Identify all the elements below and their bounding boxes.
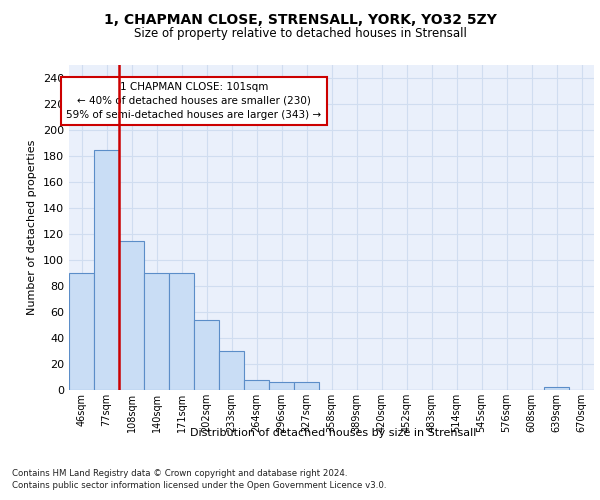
Bar (294, 382, 319, 390)
Text: Size of property relative to detached houses in Strensall: Size of property relative to detached ho… (134, 28, 466, 40)
Bar (194, 320, 219, 390)
Bar (269, 382, 294, 390)
Bar (94, 150, 119, 390)
Text: 1 CHAPMAN CLOSE: 101sqm
← 40% of detached houses are smaller (230)
59% of semi-d: 1 CHAPMAN CLOSE: 101sqm ← 40% of detache… (67, 82, 322, 120)
Text: Distribution of detached houses by size in Strensall: Distribution of detached houses by size … (190, 428, 476, 438)
Bar (119, 240, 144, 390)
Bar (169, 273, 194, 390)
Text: Contains public sector information licensed under the Open Government Licence v3: Contains public sector information licen… (12, 481, 386, 490)
Bar (219, 351, 244, 390)
Text: 1, CHAPMAN CLOSE, STRENSALL, YORK, YO32 5ZY: 1, CHAPMAN CLOSE, STRENSALL, YORK, YO32 … (104, 12, 496, 26)
Bar (244, 380, 269, 390)
Text: Contains HM Land Registry data © Crown copyright and database right 2024.: Contains HM Land Registry data © Crown c… (12, 469, 347, 478)
Bar (544, 388, 569, 390)
Bar (144, 273, 169, 390)
Y-axis label: Number of detached properties: Number of detached properties (28, 140, 37, 315)
Bar (69, 273, 94, 390)
